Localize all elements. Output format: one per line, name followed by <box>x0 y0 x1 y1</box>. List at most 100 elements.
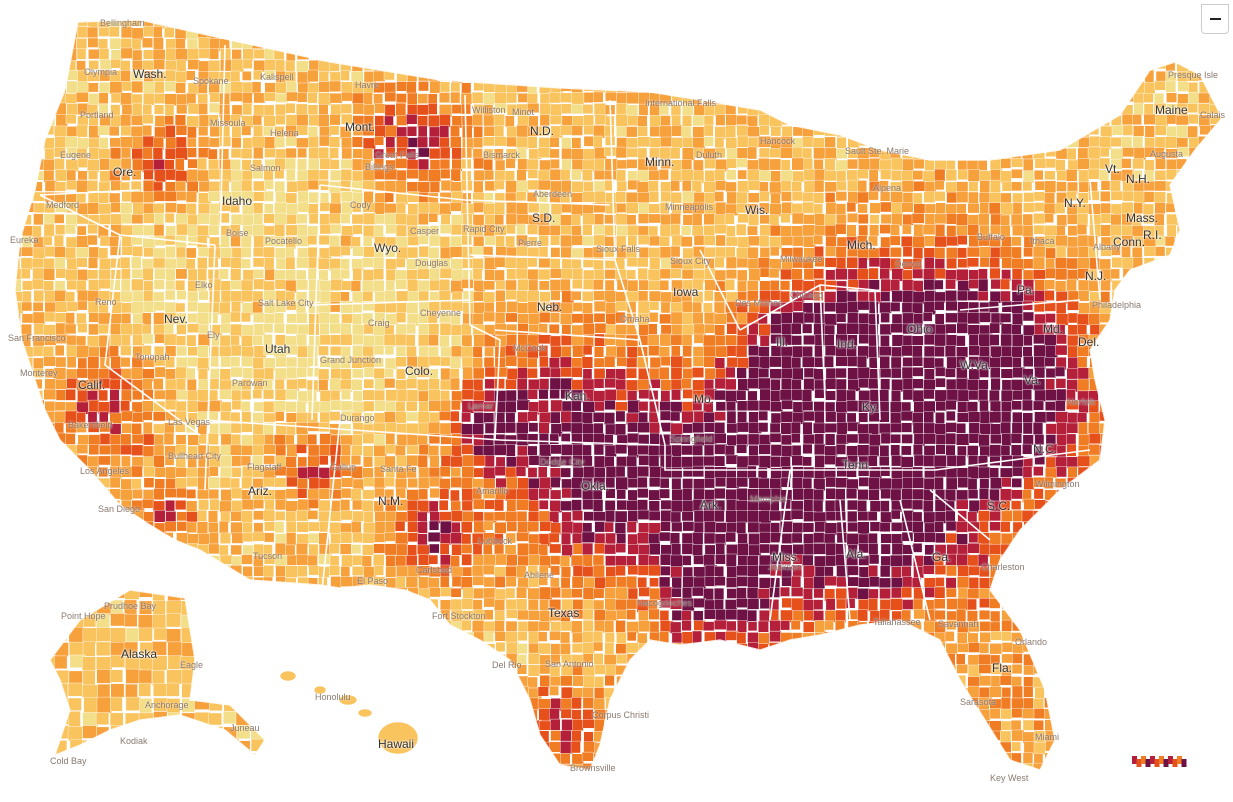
county[interactable] <box>131 80 144 93</box>
county[interactable] <box>571 400 582 412</box>
county[interactable] <box>1121 423 1135 435</box>
county[interactable] <box>33 16 46 28</box>
county[interactable] <box>252 301 263 314</box>
county[interactable] <box>494 390 507 403</box>
county[interactable] <box>198 48 210 59</box>
county[interactable] <box>880 125 894 138</box>
county[interactable] <box>913 203 926 214</box>
county[interactable] <box>109 500 120 510</box>
county[interactable] <box>638 59 649 71</box>
county[interactable] <box>857 81 871 94</box>
county[interactable] <box>307 69 319 83</box>
county[interactable] <box>781 16 794 28</box>
county[interactable] <box>581 412 593 425</box>
county[interactable] <box>605 488 616 499</box>
county[interactable] <box>946 236 959 247</box>
county[interactable] <box>836 467 848 478</box>
county[interactable] <box>1175 445 1188 457</box>
county[interactable] <box>637 300 651 314</box>
county[interactable] <box>1088 82 1101 94</box>
county[interactable] <box>1220 102 1233 116</box>
county[interactable] <box>516 422 529 436</box>
county[interactable] <box>1154 92 1165 104</box>
county[interactable] <box>87 224 98 235</box>
county[interactable] <box>121 213 133 224</box>
county[interactable] <box>748 411 759 424</box>
county[interactable] <box>516 213 529 225</box>
county[interactable] <box>957 27 968 39</box>
county[interactable] <box>660 49 672 59</box>
county[interactable] <box>803 335 817 345</box>
county[interactable] <box>791 357 802 370</box>
county[interactable] <box>616 203 627 213</box>
county[interactable] <box>637 158 650 172</box>
county[interactable] <box>77 16 89 27</box>
county[interactable] <box>648 49 659 63</box>
county[interactable] <box>1055 82 1066 96</box>
county[interactable] <box>1077 125 1090 138</box>
county[interactable] <box>901 180 915 193</box>
county[interactable] <box>537 334 552 345</box>
county[interactable] <box>1111 412 1122 426</box>
county[interactable] <box>12 499 23 511</box>
county[interactable] <box>142 422 153 436</box>
county[interactable] <box>1098 169 1110 181</box>
county[interactable] <box>692 456 705 468</box>
county[interactable] <box>1099 378 1112 389</box>
county[interactable] <box>12 489 22 502</box>
county[interactable] <box>902 357 914 367</box>
county[interactable] <box>363 477 376 487</box>
county[interactable] <box>10 411 20 424</box>
county[interactable] <box>384 203 398 215</box>
county[interactable] <box>714 15 727 29</box>
county[interactable] <box>856 169 869 180</box>
county[interactable] <box>614 444 628 455</box>
county[interactable] <box>1000 323 1013 335</box>
county[interactable] <box>264 203 274 214</box>
county[interactable] <box>516 399 531 411</box>
county[interactable] <box>20 257 34 271</box>
county[interactable] <box>923 135 934 149</box>
county[interactable] <box>1121 411 1134 422</box>
county[interactable] <box>726 357 740 368</box>
county[interactable] <box>880 169 892 180</box>
county[interactable] <box>1067 213 1080 225</box>
county[interactable] <box>1122 26 1136 40</box>
county[interactable] <box>758 356 770 369</box>
county[interactable] <box>561 27 572 40</box>
county[interactable] <box>296 300 307 314</box>
county[interactable] <box>505 36 519 47</box>
county[interactable] <box>262 246 275 258</box>
county[interactable] <box>1054 268 1068 281</box>
county[interactable] <box>472 113 483 126</box>
county[interactable] <box>1154 258 1169 271</box>
county[interactable] <box>352 115 366 126</box>
county[interactable] <box>836 25 850 37</box>
county[interactable] <box>53 234 64 247</box>
county[interactable] <box>758 444 771 455</box>
county[interactable] <box>395 257 406 268</box>
county[interactable] <box>352 334 365 345</box>
county[interactable] <box>77 137 89 149</box>
county[interactable] <box>1077 367 1090 381</box>
county[interactable] <box>373 268 384 280</box>
county[interactable] <box>901 59 912 71</box>
county[interactable] <box>1198 60 1210 72</box>
county[interactable] <box>847 82 860 95</box>
county[interactable] <box>583 466 595 479</box>
county[interactable] <box>747 290 759 302</box>
county[interactable] <box>340 70 350 81</box>
county[interactable] <box>1199 445 1210 458</box>
county[interactable] <box>484 15 495 27</box>
county[interactable] <box>1144 125 1155 138</box>
county[interactable] <box>682 190 696 204</box>
county[interactable] <box>175 147 188 161</box>
county[interactable] <box>726 291 738 303</box>
county[interactable] <box>605 192 618 204</box>
county[interactable] <box>21 400 31 411</box>
county[interactable] <box>21 103 34 115</box>
county[interactable] <box>220 290 233 303</box>
county[interactable] <box>758 69 771 83</box>
county[interactable] <box>110 213 123 225</box>
county[interactable] <box>912 488 925 500</box>
